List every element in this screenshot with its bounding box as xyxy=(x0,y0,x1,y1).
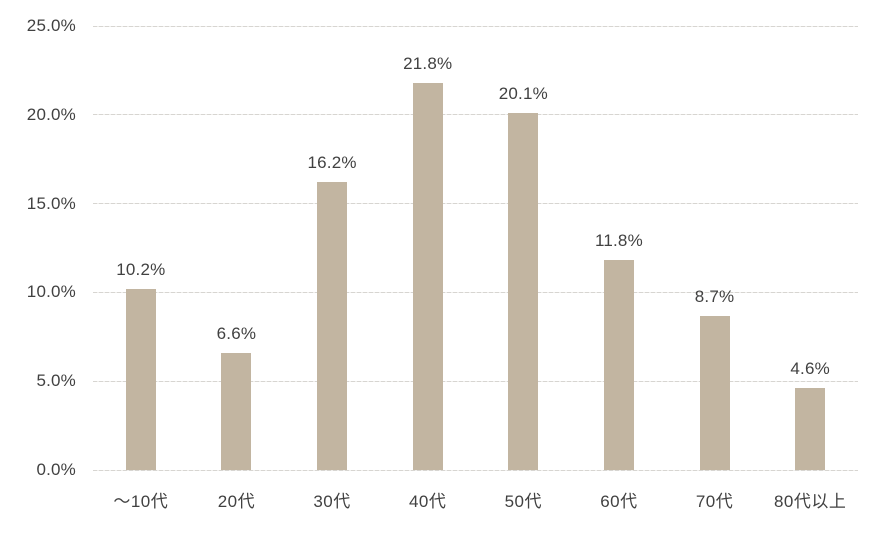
x-tick-label: 80代以上 xyxy=(773,492,847,511)
bar-70代 xyxy=(699,315,730,470)
y-tick-label: 15.0% xyxy=(26,193,76,213)
y-tick-label: 0.0% xyxy=(36,460,76,479)
x-tick-label: ～10代 xyxy=(113,492,169,511)
x-tick-label: 20代 xyxy=(217,492,256,511)
plot-area: 10.2% ～10代 6.6% 20代 16.2% 30代 21.8% 40代 20.1% 50代… xyxy=(93,25,858,512)
bar-20代 xyxy=(221,352,252,470)
bar-30代 xyxy=(317,182,348,470)
value-label: 10.2% xyxy=(116,259,166,279)
bar-slot: 4.6% 80代以上 xyxy=(762,26,858,511)
bar-slot: 8.7% 70代 xyxy=(667,26,763,512)
value-label: 6.6% xyxy=(216,323,257,343)
bar-slot: 11.8% 60代 xyxy=(571,26,667,511)
gridline xyxy=(93,380,858,382)
x-tick-label: 40代 xyxy=(408,492,447,511)
y-tick-label: 25.0% xyxy=(26,16,76,35)
x-tick-label: 50代 xyxy=(504,492,543,511)
bar-80代以上 xyxy=(795,388,826,470)
x-tick-label: 60代 xyxy=(600,492,638,511)
bar-slot: 10.2% ～10代 xyxy=(93,26,189,511)
y-tick-label: 20.0% xyxy=(26,104,76,124)
y-tick-label: 10.0% xyxy=(26,282,76,302)
gridline xyxy=(93,203,858,205)
gridline xyxy=(93,25,858,27)
value-label: 4.6% xyxy=(790,359,830,379)
bar-～10代 xyxy=(125,288,156,470)
x-tick-label: 30代 xyxy=(313,492,351,511)
bar-50代 xyxy=(508,113,539,470)
y-axis: 0.0% 5.0% 10.0% 15.0% 20.0% 25.0% xyxy=(0,16,76,479)
x-tick-label: 70代 xyxy=(695,492,734,511)
y-tick-label: 5.0% xyxy=(36,371,76,391)
value-label: 21.8% xyxy=(403,53,453,73)
value-label: 8.7% xyxy=(694,286,735,306)
bar-slot: 21.8% 40代 xyxy=(380,26,476,511)
value-label: 20.1% xyxy=(498,84,548,104)
bar-slot: 16.2% 30代 xyxy=(284,26,380,511)
gridline xyxy=(93,469,858,471)
bar-60代 xyxy=(603,260,634,470)
value-label: 16.2% xyxy=(307,153,357,173)
bar-slot: 20.1% 50代 xyxy=(476,26,572,511)
bar-40代 xyxy=(412,82,443,470)
bar-slot: 6.6% 20代 xyxy=(189,26,285,511)
gridline xyxy=(93,291,858,293)
gridline xyxy=(93,114,858,116)
value-label: 11.8% xyxy=(594,231,643,251)
